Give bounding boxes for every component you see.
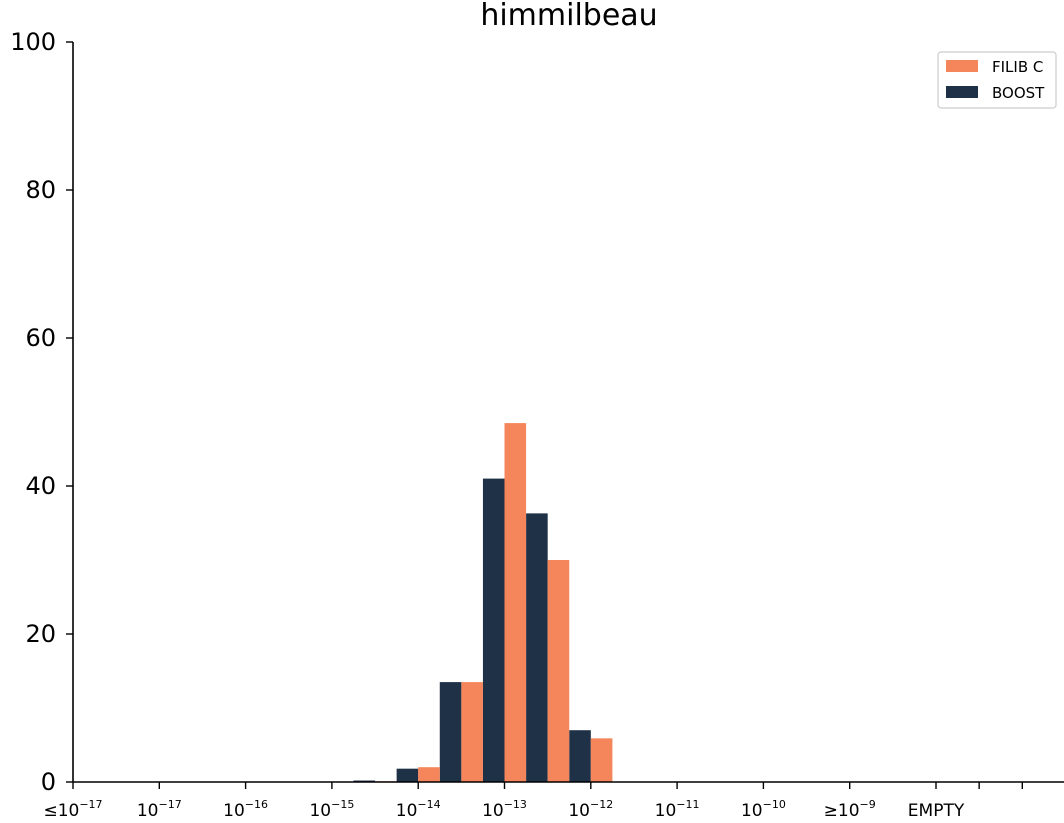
boost-series <box>353 478 591 782</box>
y-tick-label: 80 <box>25 176 56 204</box>
legend-swatch <box>946 86 978 98</box>
y-tick-label: 40 <box>25 472 56 500</box>
x-tick-label: 10−10 <box>741 798 786 821</box>
bar-filib-c-2 <box>461 682 483 782</box>
y-tick-label: 0 <box>41 768 56 796</box>
bar-boost-1 <box>396 768 419 782</box>
x-ticks: ≤10−17 10−17 10−16 10−15 10−14 10−13 10−12 10−1… <box>43 782 1023 821</box>
legend-swatch <box>946 60 978 72</box>
bar-boost-5 <box>569 730 591 782</box>
bar-boost-2 <box>439 682 462 782</box>
filib-c-series <box>375 423 613 783</box>
y-tick-label: 60 <box>25 324 56 352</box>
x-tick-label: 10−15 <box>309 798 354 821</box>
bar-filib-c-1 <box>418 767 440 782</box>
chart-title: himmilbeau <box>480 0 657 33</box>
x-tick-label: EMPTY <box>908 801 965 821</box>
y-ticks: 0 20 40 60 80 100 <box>10 28 73 796</box>
x-tick-label: 10−14 <box>396 798 441 821</box>
bar-filib-c-5 <box>590 738 613 782</box>
y-tick-label: 100 <box>10 28 56 56</box>
x-tick-label: ≤10−17 <box>43 798 102 821</box>
x-tick-label: 10−12 <box>568 798 613 821</box>
bar-boost-4 <box>526 513 548 782</box>
y-tick-label: 20 <box>25 620 56 648</box>
x-tick-label: 10−17 <box>137 798 182 821</box>
bar-filib-c-3 <box>504 423 527 782</box>
legend-label: BOOST <box>992 84 1045 102</box>
bar-filib-c-4 <box>547 560 570 782</box>
legend-label: FILIB C <box>992 58 1043 76</box>
legend: FILIB C BOOST <box>937 51 1057 109</box>
bar-boost-3 <box>482 478 505 782</box>
x-tick-label: ≥10−9 <box>824 798 876 821</box>
x-tick-label: 10−16 <box>223 798 268 821</box>
axes <box>72 42 1064 783</box>
x-tick-label: 10−11 <box>655 798 700 821</box>
x-tick-label: 10−13 <box>482 798 527 821</box>
